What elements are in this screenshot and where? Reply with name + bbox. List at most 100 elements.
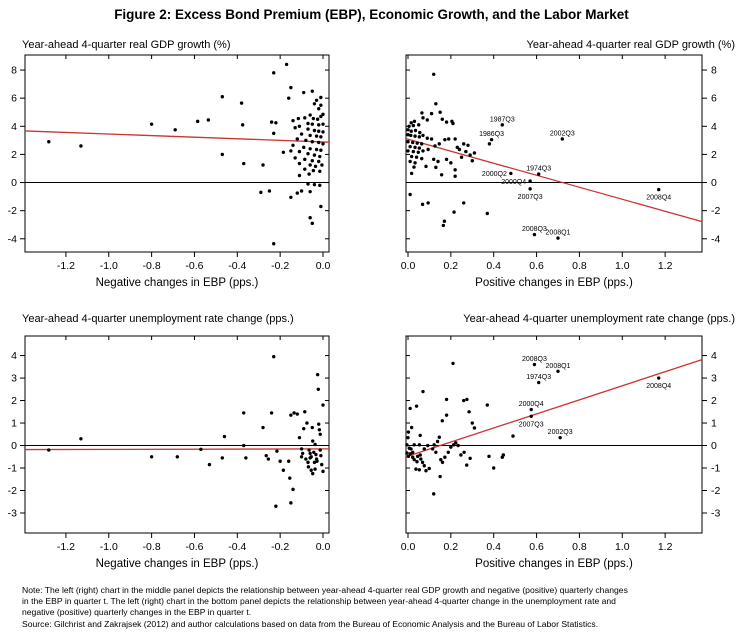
data-point [308,133,312,138]
data-point [406,140,410,144]
data-point [320,462,324,467]
data-point [411,140,415,145]
y-tick-label: 3 [11,373,17,385]
data-point-1974q3 [537,380,541,385]
data-point [281,150,286,155]
data-point [299,132,304,136]
data-point [47,140,51,144]
data-point [315,372,320,377]
data-point [418,130,422,135]
panel-bottom-left: Year-ahead 4-quarter unemployment rate c… [8,313,331,570]
data-point [409,171,414,176]
data-point [314,457,319,461]
data-point [456,443,460,448]
data-point [307,448,311,452]
y-tick-label: -3 [711,507,720,519]
data-point [406,430,411,434]
data-point [485,211,489,216]
data-point [220,95,225,99]
data-point [449,161,453,165]
data-point [284,62,289,67]
data-point [195,119,200,124]
point-label-2002q3: 2002Q3 [548,429,573,436]
x-tick-label: -0.4 [228,541,246,553]
data-point [310,122,314,126]
data-point [492,466,496,470]
data-point [281,468,286,472]
x-tick-label: -0.8 [143,260,161,272]
data-point [424,164,428,169]
data-point [409,133,413,138]
y-tick-label: 2 [11,149,17,161]
data-point [434,165,438,170]
data-point [240,123,245,127]
data-point [413,134,417,138]
data-point [321,112,325,117]
point-label-2000q4: 2000Q4 [501,179,526,186]
data-point [447,137,451,141]
x-tick-label: -1.0 [100,541,118,553]
x-axis-label: Positive changes in EBP (pps.) [475,277,633,289]
data-point [306,182,310,186]
point-label-2008q1: 2008Q1 [546,230,571,237]
data-point [310,159,314,163]
x-tick-label: 0.8 [572,541,587,553]
data-point [312,182,317,187]
data-point [297,435,302,440]
data-point [421,133,425,138]
data-point [291,487,295,492]
y-tick-label: 2 [11,395,17,407]
trend-line [24,130,330,143]
data-point [291,143,295,147]
data-point [269,411,274,415]
data-point [420,142,424,146]
data-point [312,450,316,454]
y-tick-label: -2 [711,205,720,217]
data-point [173,128,177,132]
data-point [318,183,322,188]
data-point [464,149,468,154]
data-point [422,447,426,451]
y-tick-label: -2 [711,485,720,497]
x-tick-label: -1.2 [57,541,75,553]
data-point [317,159,321,164]
data-point [306,127,310,131]
x-tick-label: -1.2 [57,260,75,272]
x-tick-label: -0.8 [143,541,161,553]
data-point [408,159,412,164]
data-point [451,443,456,447]
plot-frame [405,335,703,534]
data-point [319,135,323,139]
data-point [314,147,319,152]
data-point [287,459,291,463]
data-point [313,442,317,447]
data-point [409,121,413,125]
data-point [261,425,265,430]
data-point-2002q3 [558,435,562,440]
data-point [272,242,276,246]
data-point [308,147,312,151]
x-tick-label: -0.4 [228,260,246,272]
x-tick-label: 1.0 [615,260,630,272]
data-point [274,121,278,125]
y-tick-label: -2 [8,205,17,217]
data-point [411,123,416,128]
data-point [407,124,411,128]
data-point [426,443,430,448]
y-tick-label: 1 [711,418,717,430]
x-tick-label: 0.2 [444,541,459,553]
data-point [308,215,312,220]
data-point [462,142,466,146]
data-point [421,149,425,153]
data-point [310,140,314,144]
data-point [440,117,444,121]
data-point [297,161,302,166]
data-point [289,501,293,505]
data-point [409,447,413,451]
data-point [487,454,491,459]
data-point [434,450,438,454]
data-point [308,189,312,194]
data-point [308,163,312,167]
data-point [408,144,412,149]
data-point [470,421,474,425]
